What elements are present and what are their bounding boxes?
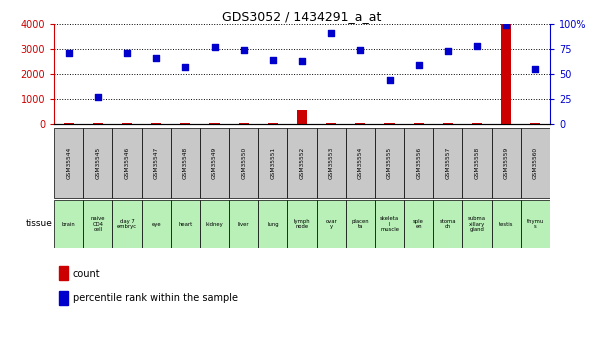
Bar <box>84 128 112 198</box>
Bar <box>375 128 404 198</box>
Bar <box>171 200 200 248</box>
Bar <box>462 200 492 248</box>
Text: day 7
embryc: day 7 embryc <box>117 219 137 229</box>
Point <box>385 77 394 83</box>
Point <box>501 22 511 28</box>
Text: GSM35556: GSM35556 <box>416 147 421 179</box>
Text: placen
ta: placen ta <box>352 219 369 229</box>
Bar <box>520 128 550 198</box>
Text: ovar
y: ovar y <box>325 219 337 229</box>
Text: GSM35554: GSM35554 <box>358 147 363 179</box>
Text: subma
xillary
gland: subma xillary gland <box>468 216 486 232</box>
Point <box>180 65 190 70</box>
Text: lymph
node: lymph node <box>294 219 310 229</box>
Text: GSM35551: GSM35551 <box>270 147 275 179</box>
Bar <box>346 200 375 248</box>
Bar <box>229 128 258 198</box>
Point <box>64 50 73 56</box>
Text: kidney: kidney <box>206 222 224 227</box>
Bar <box>462 128 492 198</box>
Point <box>151 56 161 61</box>
Bar <box>171 128 200 198</box>
Bar <box>375 200 404 248</box>
Text: GSM35558: GSM35558 <box>475 147 480 179</box>
Bar <box>112 200 142 248</box>
Bar <box>501 24 511 124</box>
Point <box>356 47 365 53</box>
Text: skeleta
l
muscle: skeleta l muscle <box>380 216 399 232</box>
Point <box>239 47 248 53</box>
Text: liver: liver <box>238 222 249 227</box>
Point <box>93 95 103 100</box>
Point <box>443 48 453 54</box>
Text: percentile rank within the sample: percentile rank within the sample <box>73 293 238 303</box>
Point <box>472 43 482 49</box>
Text: lung: lung <box>267 222 279 227</box>
Bar <box>142 200 171 248</box>
Text: naive
CD4
cell: naive CD4 cell <box>91 216 105 232</box>
Text: GSM35552: GSM35552 <box>299 147 305 179</box>
Bar <box>317 200 346 248</box>
Bar <box>492 128 520 198</box>
Text: GSM35544: GSM35544 <box>66 147 71 179</box>
Text: GSM35560: GSM35560 <box>533 147 538 179</box>
Bar <box>258 128 287 198</box>
Bar <box>54 128 84 198</box>
Text: GSM35557: GSM35557 <box>445 147 450 179</box>
Bar <box>520 200 550 248</box>
Text: count: count <box>73 268 100 278</box>
Text: GSM35545: GSM35545 <box>96 147 100 179</box>
Bar <box>59 266 68 280</box>
Bar <box>287 200 317 248</box>
Point <box>326 30 336 36</box>
Point <box>122 50 132 56</box>
Text: GSM35548: GSM35548 <box>183 147 188 179</box>
Text: tissue: tissue <box>26 218 53 228</box>
Bar <box>404 200 433 248</box>
Bar <box>200 200 229 248</box>
Text: eye: eye <box>151 222 161 227</box>
Text: testis: testis <box>499 222 513 227</box>
Bar <box>258 200 287 248</box>
Text: brain: brain <box>62 222 76 227</box>
Text: GSM35559: GSM35559 <box>504 147 508 179</box>
Bar <box>317 128 346 198</box>
Point <box>414 62 424 68</box>
Text: stoma
ch: stoma ch <box>439 219 456 229</box>
Bar <box>492 200 520 248</box>
Text: GSM35555: GSM35555 <box>387 147 392 179</box>
Point <box>531 66 540 72</box>
Bar <box>54 200 84 248</box>
Text: heart: heart <box>178 222 192 227</box>
Text: GSM35549: GSM35549 <box>212 147 217 179</box>
Bar <box>84 200 112 248</box>
Text: GSM35553: GSM35553 <box>329 147 334 179</box>
Bar <box>404 128 433 198</box>
Bar <box>229 200 258 248</box>
Title: GDS3052 / 1434291_a_at: GDS3052 / 1434291_a_at <box>222 10 382 23</box>
Text: GSM35546: GSM35546 <box>124 147 129 179</box>
Bar <box>287 128 317 198</box>
Bar <box>297 110 307 124</box>
Text: sple
en: sple en <box>413 219 424 229</box>
Bar <box>112 128 142 198</box>
Bar <box>346 128 375 198</box>
Bar <box>433 128 462 198</box>
Bar <box>433 200 462 248</box>
Point <box>268 57 278 63</box>
Text: GSM35550: GSM35550 <box>241 147 246 179</box>
Point <box>297 58 307 64</box>
Bar <box>59 291 68 305</box>
Bar <box>142 128 171 198</box>
Point <box>210 45 219 50</box>
Text: GSM35547: GSM35547 <box>154 147 159 179</box>
Bar <box>200 128 229 198</box>
Text: thymu
s: thymu s <box>526 219 544 229</box>
